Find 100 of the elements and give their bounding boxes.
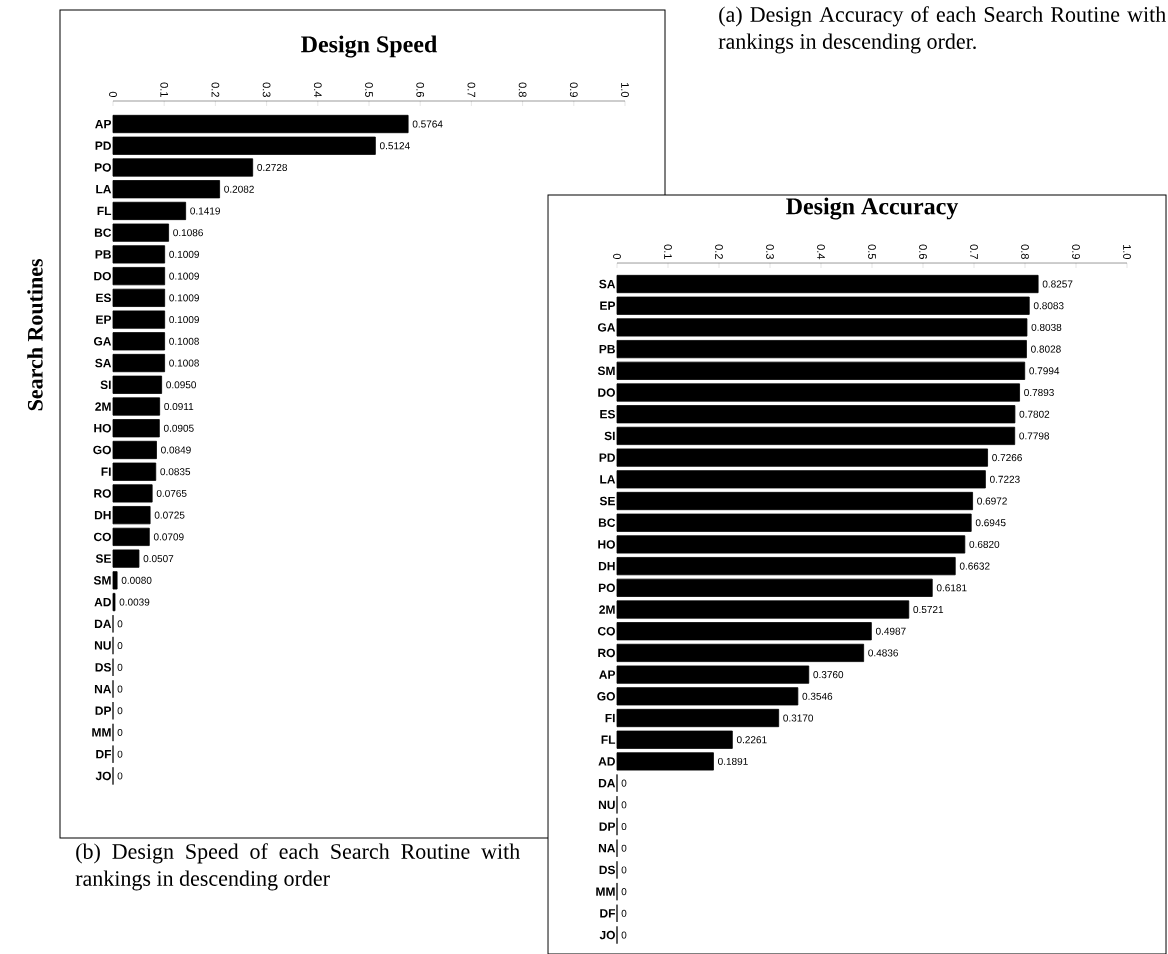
data-label: 0.7266	[992, 454, 1022, 462]
bar	[112, 201, 187, 221]
y-tick-label: HO	[598, 540, 615, 549]
data-label: 0.4836	[868, 649, 898, 657]
data-label: 0	[117, 620, 123, 628]
y-tick-label: PB	[95, 250, 111, 259]
data-label: 0.7893	[1024, 388, 1054, 397]
data-label: 0.3170	[783, 714, 814, 722]
data-label: 0.5721	[913, 605, 944, 614]
data-label: 0.1009	[169, 294, 199, 302]
y-tick-label: NA	[598, 844, 616, 853]
x-tick-label: 0.1	[664, 244, 672, 259]
y-tick-label: PB	[599, 344, 615, 354]
x-tick-label: 0.5	[365, 82, 373, 98]
data-label: 0.6972	[977, 497, 1007, 505]
data-label: 0.8083	[1033, 302, 1064, 310]
data-label: 0.3760	[813, 671, 844, 679]
bar	[616, 470, 986, 489]
x-tick-label: 0.5	[868, 244, 876, 260]
text: (a) Design Accuracy of each Search Routine with rankings in descending order.	[718, 6, 1166, 54]
y-tick-label: EP	[600, 301, 616, 310]
y-tick-label: SA	[599, 279, 616, 289]
y-tick-label: DO	[598, 388, 615, 397]
y-tick-label: AP	[599, 670, 616, 679]
y-tick-label: AP	[95, 119, 112, 129]
y-tick-label: DF	[96, 750, 112, 759]
bar	[112, 397, 161, 416]
data-label: 0.0911	[164, 402, 194, 411]
x-tick-label: 1.0	[1123, 245, 1131, 260]
data-label: 0.7994	[1029, 367, 1060, 375]
y-tick-label: RO	[598, 648, 615, 658]
x-tick-label: 0.8	[518, 82, 527, 97]
data-label: 0.1419	[190, 207, 220, 215]
x-tick-label: 0.1	[160, 82, 169, 97]
y-tick-label: EP	[96, 315, 112, 324]
data-label: 0.1009	[169, 316, 199, 324]
bar	[616, 361, 1026, 380]
y-tick-label: SI	[100, 380, 111, 390]
bar	[616, 535, 966, 554]
bar	[616, 448, 988, 467]
data-label: 0.2261	[736, 736, 767, 744]
data-label: 0.0905	[163, 424, 194, 432]
y-tick-label: FL	[97, 206, 112, 216]
bar	[112, 419, 160, 438]
x-tick-label: 0.2	[211, 82, 220, 97]
y-tick-label: BC	[598, 518, 616, 527]
bar	[112, 440, 157, 460]
data-label: 0	[117, 663, 123, 671]
bar	[112, 592, 116, 612]
data-label: 0.0507	[143, 555, 174, 563]
data-label: 0.0765	[156, 489, 187, 497]
data-label: 0	[117, 772, 123, 780]
y-tick-label: 2M	[95, 402, 111, 411]
data-label: 0	[621, 909, 627, 917]
y-tick-label: AD	[598, 757, 615, 766]
bar	[112, 136, 376, 155]
y-tick-label: DA	[598, 779, 616, 788]
bar	[112, 375, 163, 394]
data-label: 0	[621, 866, 627, 874]
data-label: 0.6181	[936, 584, 967, 592]
data-label: 0.6632	[959, 562, 990, 570]
y-tick-label: ES	[600, 409, 615, 419]
bar	[616, 752, 714, 771]
data-label: 0	[621, 888, 627, 896]
data-label: 0.0709	[153, 533, 184, 541]
y-axis-title: Search Routines	[27, 258, 43, 411]
y-tick-label: MM	[596, 887, 615, 896]
data-label: 0.6820	[969, 540, 1000, 548]
bar	[112, 549, 140, 568]
y-tick-label: JO	[95, 771, 111, 781]
y-tick-label: NU	[94, 641, 111, 650]
text: (b) Design Speed of each Search Routine with rankings in descending order	[75, 843, 520, 891]
bar	[616, 383, 1020, 402]
y-tick-label: SM	[597, 366, 615, 376]
data-label: 0	[117, 750, 123, 758]
bar	[112, 310, 166, 329]
data-label: 0	[117, 707, 123, 715]
data-label: 0.3546	[802, 692, 833, 700]
y-tick-label: GA	[93, 337, 112, 346]
bar	[112, 223, 169, 242]
x-tick-label: 0	[109, 91, 117, 98]
data-label: 0.0950	[166, 381, 197, 389]
y-tick-label: GO	[93, 445, 111, 455]
bar	[616, 426, 1016, 445]
data-label: 0.1891	[718, 757, 748, 765]
data-label: 0	[117, 685, 123, 693]
bar	[616, 643, 865, 662]
bar	[616, 708, 780, 728]
y-tick-label: DP	[599, 822, 616, 831]
x-tick-label: 0.8	[1021, 244, 1029, 259]
x-tick-label: 0.6	[919, 244, 927, 259]
x-tick-label: 0.4	[817, 244, 825, 260]
y-tick-label: GO	[597, 692, 615, 701]
y-tick-label: NA	[94, 684, 112, 694]
bar	[112, 353, 166, 373]
data-label: 0.1086	[173, 229, 203, 237]
bar	[112, 527, 150, 546]
bar	[112, 332, 166, 351]
data-label: 0.4987	[875, 627, 906, 635]
data-label: 0.1008	[169, 337, 199, 345]
